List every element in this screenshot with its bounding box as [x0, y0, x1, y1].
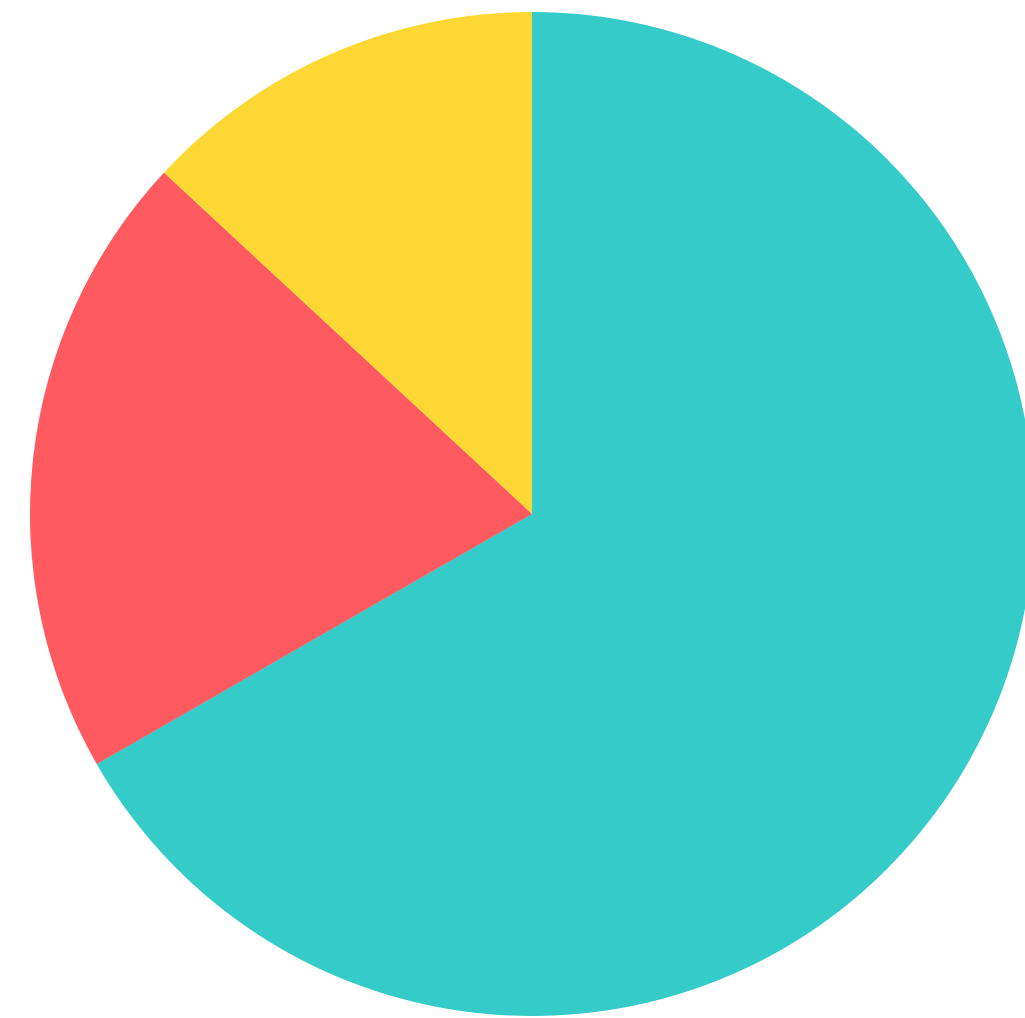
pie-slice-3: [163, 12, 532, 514]
pie-slices: [29, 12, 1025, 1016]
pie-slice-1: [96, 12, 1025, 1016]
pie-slice-2: [29, 172, 532, 765]
